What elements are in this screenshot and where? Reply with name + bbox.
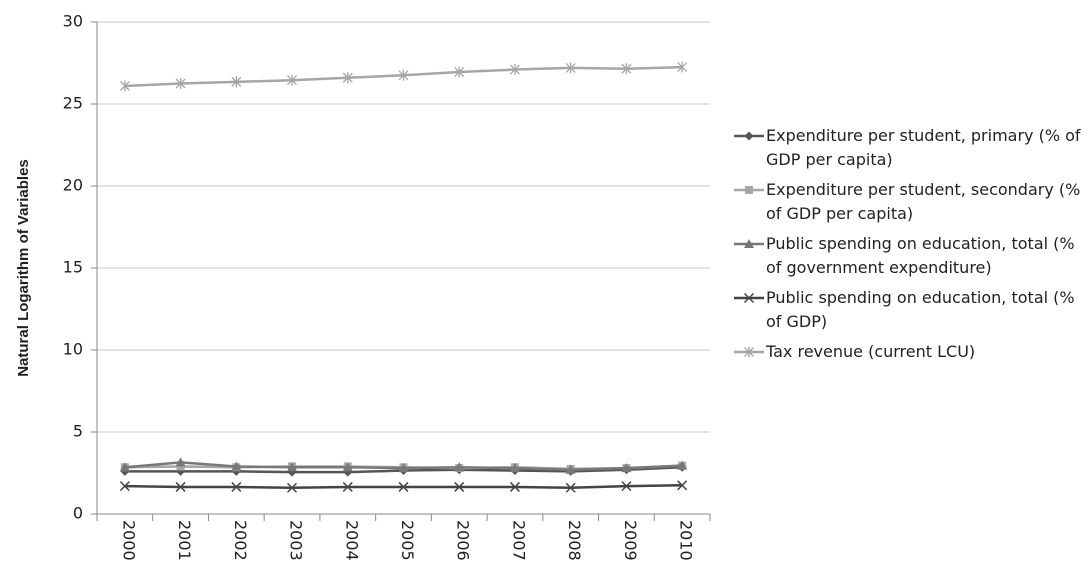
point bbox=[677, 460, 688, 470]
x-tick-label: 2005 bbox=[398, 520, 417, 561]
point bbox=[565, 482, 576, 493]
legend-entry: Public spending on education, total (% o… bbox=[732, 232, 1082, 280]
legend: Expenditure per student, primary (% of G… bbox=[732, 124, 1082, 370]
legend-swatch bbox=[734, 346, 764, 358]
y-tick-label: 0 bbox=[73, 504, 83, 523]
x-tick-label: 2008 bbox=[565, 520, 584, 561]
x-tick-label: 2003 bbox=[287, 520, 306, 561]
y-tick-label: 25 bbox=[63, 94, 83, 113]
point bbox=[287, 482, 298, 493]
point bbox=[287, 462, 298, 472]
legend-entry: Expenditure per student, secondary (% of… bbox=[732, 178, 1082, 226]
point bbox=[287, 74, 298, 86]
legend-label: Expenditure per student, secondary (% of… bbox=[766, 180, 1081, 223]
point bbox=[565, 62, 576, 74]
legend-marker bbox=[745, 186, 753, 194]
chart: Natural Logarithm of Variables 0 5 10 15 20 2… bbox=[15, 12, 711, 561]
point bbox=[398, 69, 409, 81]
x-tick-label: 2001 bbox=[175, 520, 194, 561]
point bbox=[454, 462, 465, 472]
x-tick-label: 2006 bbox=[454, 520, 473, 561]
y-tick-label: 20 bbox=[63, 176, 83, 195]
legend-marker bbox=[743, 292, 755, 304]
point bbox=[231, 461, 242, 471]
point bbox=[175, 78, 186, 89]
legend-entry: Public spending on education, total (% o… bbox=[732, 286, 1082, 334]
point bbox=[119, 80, 130, 92]
point bbox=[231, 76, 242, 88]
y-axis-label: Natural Logarithm of Variables bbox=[15, 159, 32, 377]
y-tick-label: 15 bbox=[63, 258, 83, 277]
y-tick-label: 5 bbox=[73, 422, 83, 441]
point bbox=[509, 463, 520, 473]
legend-marker bbox=[744, 131, 754, 141]
legend-entry: Expenditure per student, primary (% of G… bbox=[732, 124, 1082, 172]
legend-entry: Tax revenue (current LCU) bbox=[732, 340, 1082, 364]
point bbox=[454, 66, 465, 78]
point bbox=[342, 72, 353, 84]
point bbox=[175, 481, 186, 492]
point bbox=[119, 481, 130, 492]
legend-marker bbox=[744, 239, 754, 248]
point bbox=[677, 480, 688, 491]
legend-label: Public spending on education, total (% o… bbox=[766, 288, 1075, 331]
point bbox=[398, 481, 409, 492]
point bbox=[621, 463, 632, 473]
point bbox=[509, 481, 520, 492]
legend-marker bbox=[744, 346, 754, 358]
legend-label: Tax revenue (current LCU) bbox=[766, 342, 976, 361]
legend-swatch bbox=[734, 131, 764, 141]
x-tick-label: 2009 bbox=[621, 520, 640, 561]
point bbox=[677, 61, 688, 73]
point bbox=[175, 457, 186, 467]
point bbox=[621, 63, 632, 75]
legend-label: Public spending on education, total (% o… bbox=[766, 234, 1075, 277]
x-tick-label: 2010 bbox=[677, 520, 696, 561]
legend-label: Expenditure per student, primary (% of G… bbox=[766, 126, 1081, 169]
x-tick-label: 2002 bbox=[231, 520, 250, 561]
legend-swatch bbox=[734, 239, 764, 248]
point bbox=[176, 462, 185, 471]
y-tick-label: 30 bbox=[63, 12, 83, 31]
point bbox=[342, 462, 353, 472]
point bbox=[231, 481, 242, 492]
point bbox=[454, 481, 465, 492]
point bbox=[565, 464, 576, 474]
x-tick-label: 2000 bbox=[119, 520, 138, 561]
point bbox=[398, 463, 409, 473]
y-tick-label: 10 bbox=[63, 340, 83, 359]
point bbox=[621, 481, 632, 492]
legend-swatch bbox=[734, 186, 764, 194]
point bbox=[509, 64, 520, 76]
x-tick-label: 2007 bbox=[509, 520, 528, 561]
point bbox=[342, 481, 353, 492]
point bbox=[119, 462, 130, 472]
x-tick-label: 2004 bbox=[342, 520, 361, 561]
legend-swatch bbox=[734, 292, 764, 304]
